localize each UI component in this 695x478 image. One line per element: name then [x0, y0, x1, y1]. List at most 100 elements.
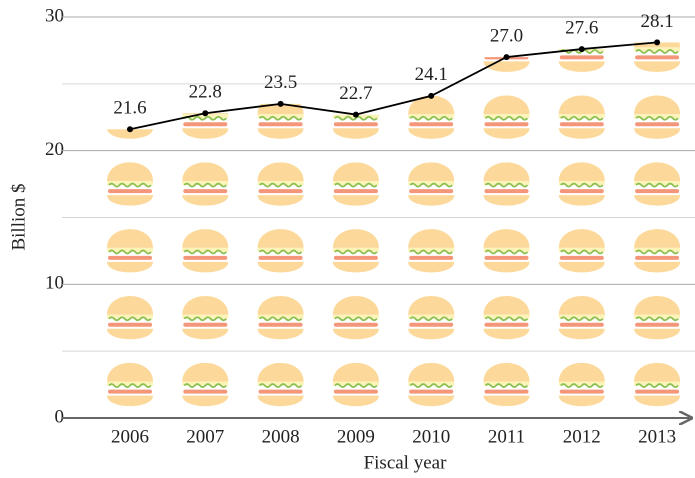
bun-top: [634, 363, 680, 382]
bun-top: [484, 162, 530, 181]
point: [202, 110, 208, 116]
patty: [560, 390, 604, 394]
value-label: 22.8: [189, 82, 222, 103]
patty: [334, 122, 378, 126]
bun-bottom: [484, 61, 530, 72]
bun-bottom: [258, 195, 304, 206]
bun-bottom: [107, 262, 153, 273]
x-tick-label: 2012: [563, 426, 601, 447]
bun-top: [107, 162, 153, 181]
point: [654, 39, 660, 45]
bun-bottom: [634, 61, 680, 72]
bun-top: [634, 229, 680, 248]
bun-bottom: [484, 396, 530, 407]
cheese: [408, 47, 454, 51]
point: [579, 46, 585, 52]
y-tick-label: 10: [45, 273, 64, 294]
patty: [485, 390, 529, 394]
patty: [108, 323, 152, 327]
bun-bottom: [634, 329, 680, 340]
x-tick-label: 2006: [111, 426, 149, 447]
bun-top: [258, 229, 304, 248]
point: [428, 93, 434, 99]
bun-bottom: [182, 128, 228, 139]
patty: [183, 323, 227, 327]
bun-top: [258, 162, 304, 181]
bun-bottom: [182, 262, 228, 273]
bun-bottom: [408, 128, 454, 139]
bun-top: [559, 96, 605, 115]
bun-top: [559, 363, 605, 382]
bun-top: [559, 296, 605, 315]
point: [278, 101, 284, 107]
patty: [183, 122, 227, 126]
patty: [183, 189, 227, 193]
bun-bottom: [484, 262, 530, 273]
value-label: 23.5: [264, 72, 297, 93]
patty: [635, 256, 679, 260]
patty: [183, 55, 227, 59]
chart: Fiscal year Billion $ 010203020062007200…: [0, 0, 695, 478]
x-tick-label: 2009: [337, 426, 375, 447]
bun-bottom: [333, 195, 379, 206]
value-label: 21.6: [113, 98, 146, 119]
bun-top: [182, 29, 228, 48]
value-label: 27.0: [490, 25, 523, 46]
patty: [485, 256, 529, 260]
patty: [108, 390, 152, 394]
y-tick-label: 0: [55, 406, 65, 427]
patty: [334, 256, 378, 260]
bun-top: [107, 29, 153, 48]
x-axis-label: Fiscal year: [364, 452, 448, 473]
patty: [485, 189, 529, 193]
bun-bottom: [258, 128, 304, 139]
bun-bottom: [408, 329, 454, 340]
bun-top: [484, 296, 530, 315]
bun-top: [107, 363, 153, 382]
cheese: [107, 47, 153, 51]
point: [127, 126, 133, 132]
patty: [259, 55, 303, 59]
bun-top: [107, 296, 153, 315]
patty: [409, 323, 453, 327]
patty: [409, 390, 453, 394]
bun-top: [258, 29, 304, 48]
bun-top: [333, 162, 379, 181]
bun-bottom: [559, 329, 605, 340]
bun-top: [408, 363, 454, 382]
patty: [334, 323, 378, 327]
bun-bottom: [408, 396, 454, 407]
bun-bottom: [634, 396, 680, 407]
bun-bottom: [182, 329, 228, 340]
bun-bottom: [484, 329, 530, 340]
patty: [635, 323, 679, 327]
bun-bottom: [484, 128, 530, 139]
cheese: [258, 47, 304, 51]
bun-bottom: [408, 262, 454, 273]
bun-top: [408, 162, 454, 181]
bun-top: [333, 363, 379, 382]
x-tick-label: 2011: [488, 426, 525, 447]
cheese: [182, 47, 228, 51]
patty: [108, 189, 152, 193]
cheese: [484, 47, 530, 51]
bun-bottom: [559, 128, 605, 139]
point: [353, 112, 359, 118]
patty: [560, 122, 604, 126]
bun-bottom: [484, 195, 530, 206]
bun-bottom: [559, 195, 605, 206]
bun-top: [484, 363, 530, 382]
bun-bottom: [634, 128, 680, 139]
lettuce: [109, 50, 151, 53]
bun-bottom: [258, 61, 304, 72]
value-label: 28.1: [640, 11, 673, 32]
patty: [334, 390, 378, 394]
bun-bottom: [634, 262, 680, 273]
patty: [108, 55, 152, 59]
patty: [485, 122, 529, 126]
patty: [409, 189, 453, 193]
bun-top: [408, 296, 454, 315]
x-tick-label: 2010: [412, 426, 450, 447]
patty: [259, 189, 303, 193]
bun-bottom: [107, 195, 153, 206]
